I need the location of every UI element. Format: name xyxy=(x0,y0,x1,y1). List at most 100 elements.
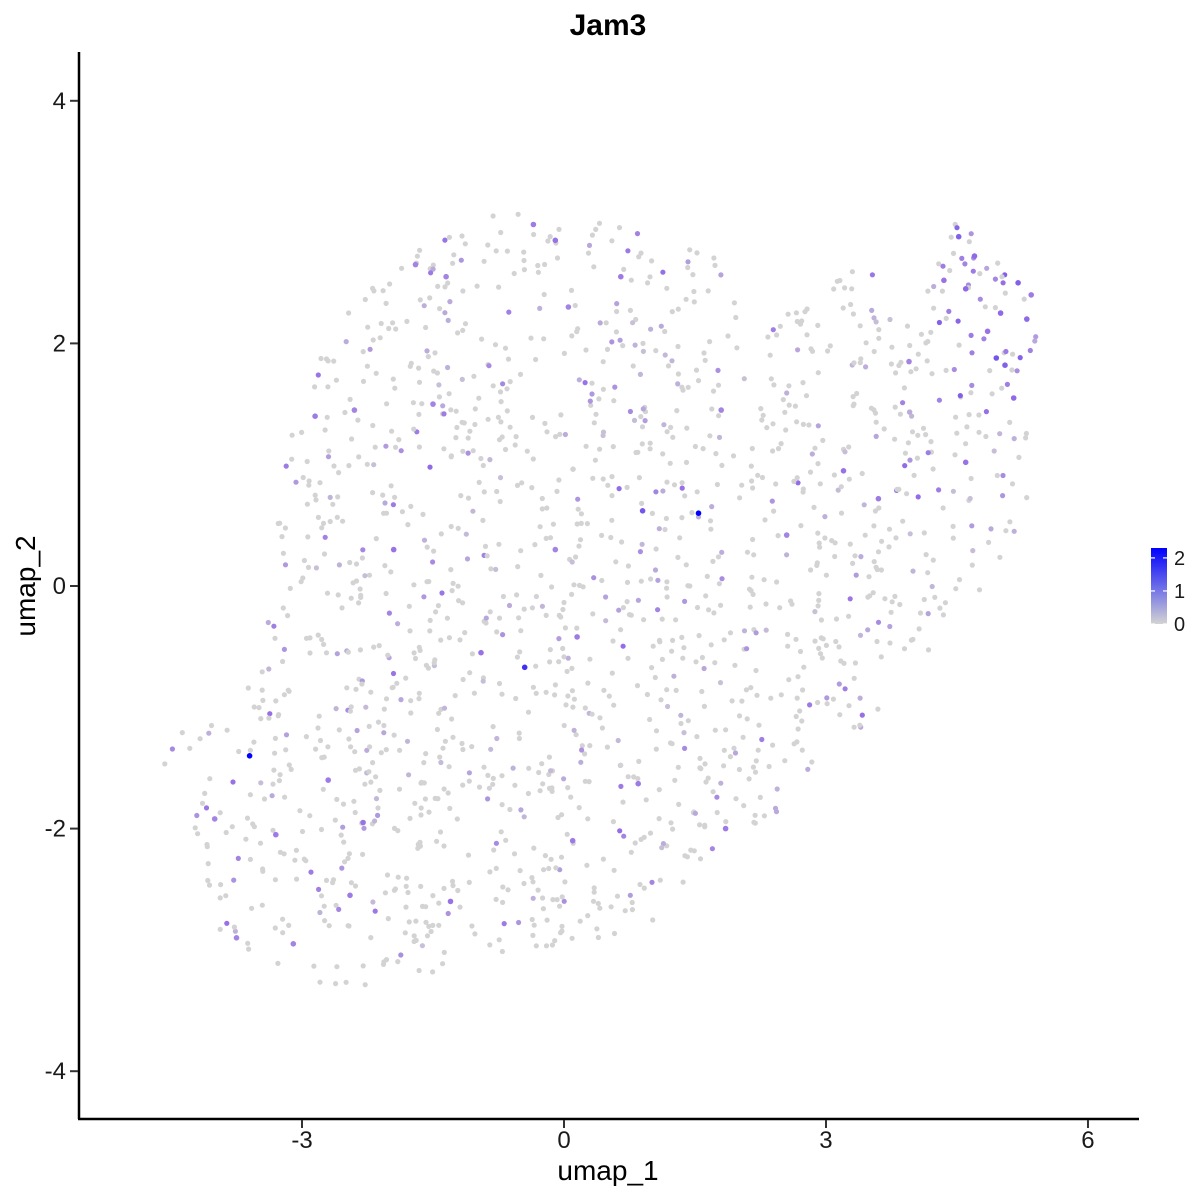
cell-point xyxy=(600,476,606,482)
cell-point xyxy=(546,865,552,872)
cell-point xyxy=(688,847,694,853)
cell-point xyxy=(459,740,465,747)
cell-point xyxy=(798,523,804,529)
cell-point xyxy=(647,274,653,280)
cell-point xyxy=(746,586,753,592)
cell-point xyxy=(292,857,298,863)
cell-point xyxy=(436,710,442,716)
cell-point xyxy=(744,716,750,722)
cell-point xyxy=(626,612,633,618)
cell-point xyxy=(336,562,342,568)
cell-point xyxy=(600,432,606,439)
cell-point xyxy=(953,586,959,592)
cell-point xyxy=(664,585,670,591)
cell-point xyxy=(437,754,443,760)
cell-point xyxy=(490,213,496,219)
cell-point xyxy=(442,237,448,243)
cell-point xyxy=(266,666,272,672)
cell-point xyxy=(681,645,687,651)
cell-point xyxy=(373,536,379,542)
cell-point xyxy=(656,816,662,822)
cell-point xyxy=(606,693,612,699)
cell-point xyxy=(442,310,448,316)
cell-point xyxy=(224,727,230,733)
cell-point xyxy=(507,806,513,813)
cell-point xyxy=(360,819,366,826)
cell-point xyxy=(289,432,295,438)
cell-point xyxy=(941,277,947,284)
cell-point xyxy=(685,384,691,390)
cell-point xyxy=(962,459,969,466)
cell-point xyxy=(373,774,379,780)
cell-point xyxy=(313,497,319,503)
cell-point xyxy=(506,309,512,315)
cell-point xyxy=(593,411,599,417)
cell-point xyxy=(625,563,632,569)
cell-point xyxy=(499,773,505,779)
cell-point xyxy=(476,784,483,790)
cell-point xyxy=(865,627,871,633)
cell-point xyxy=(887,316,893,323)
cell-point xyxy=(614,893,621,899)
cell-point xyxy=(569,333,575,339)
cell-point xyxy=(541,336,547,342)
cell-point xyxy=(653,746,659,752)
cell-point xyxy=(371,644,377,650)
cell-point xyxy=(339,605,345,611)
cell-point xyxy=(430,266,436,272)
cell-point xyxy=(591,885,597,891)
cell-point xyxy=(697,755,703,762)
cell-point xyxy=(432,350,438,356)
cell-point xyxy=(421,760,427,766)
cell-point xyxy=(344,685,350,691)
cell-point xyxy=(325,744,331,750)
cell-point xyxy=(625,774,631,780)
cell-point xyxy=(875,549,882,555)
cell-point xyxy=(616,607,622,613)
cell-point xyxy=(888,609,894,615)
cell-point xyxy=(535,887,541,893)
cell-point xyxy=(289,456,295,462)
cell-point xyxy=(582,705,588,711)
cell-point xyxy=(453,408,459,414)
cell-point xyxy=(463,531,469,537)
cell-point xyxy=(362,573,368,579)
cell-point xyxy=(611,867,617,873)
cell-point xyxy=(748,463,754,469)
cell-point xyxy=(571,696,578,702)
cell-point xyxy=(247,747,253,753)
cell-point xyxy=(600,386,607,392)
cell-point xyxy=(680,879,686,885)
cell-point xyxy=(322,918,328,924)
cell-point xyxy=(694,250,700,256)
cell-point xyxy=(359,555,365,561)
x-tick-label: 0 xyxy=(557,1127,570,1154)
cell-point xyxy=(441,949,447,956)
cell-point xyxy=(642,418,648,424)
cell-point xyxy=(825,348,831,354)
cell-point xyxy=(736,713,743,719)
cell-point xyxy=(638,414,644,420)
cell-point xyxy=(639,508,646,514)
cell-point xyxy=(907,342,913,349)
cell-point xyxy=(434,726,440,733)
cell-point xyxy=(370,760,376,766)
cell-point xyxy=(924,358,930,364)
cell-point xyxy=(476,395,482,401)
cell-point xyxy=(645,280,651,286)
y-tick-label: -4 xyxy=(45,1058,66,1085)
cell-point xyxy=(373,796,380,802)
cell-point xyxy=(612,384,618,390)
cell-point xyxy=(640,406,646,412)
cell-point xyxy=(915,494,921,500)
cell-point xyxy=(982,304,988,310)
cell-point xyxy=(715,382,722,388)
cell-point xyxy=(847,596,853,602)
cell-point xyxy=(533,690,539,696)
cell-point xyxy=(424,933,431,939)
cell-point xyxy=(272,877,278,883)
cell-point xyxy=(785,311,791,317)
cell-point xyxy=(418,805,424,811)
cell-point xyxy=(815,322,821,328)
